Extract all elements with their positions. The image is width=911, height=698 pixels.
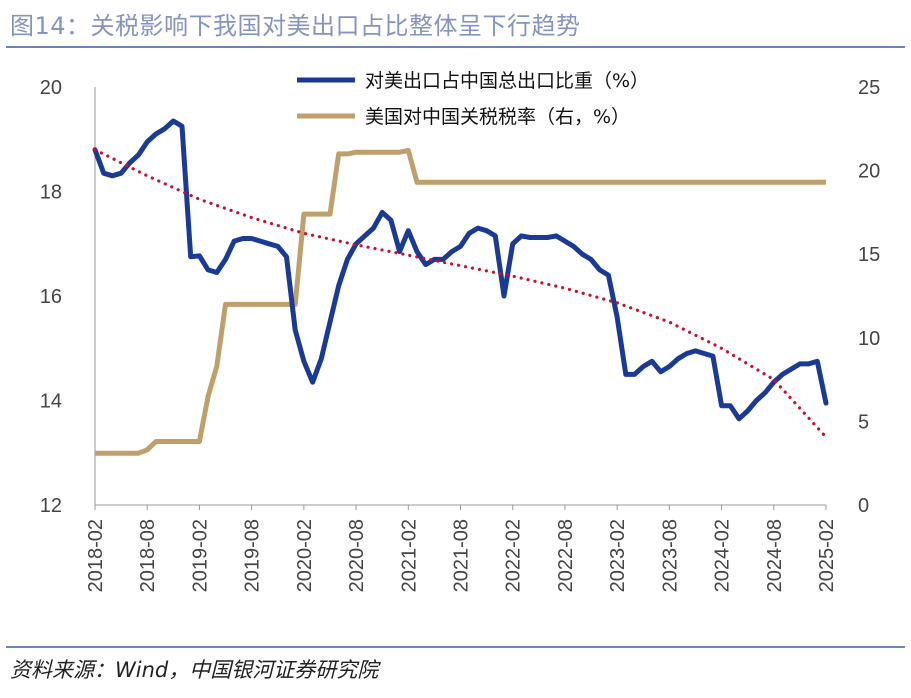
y-left-tick-label: 20	[40, 77, 62, 99]
tariff-series-line	[95, 148, 826, 456]
legend: 对美出口占中国总出口比重（%） 美国对中国关税税率（右，%）	[297, 70, 649, 128]
x-tick-label: 2023-02	[607, 519, 629, 592]
y-right-tick-label: 0	[858, 495, 869, 517]
source-rule	[6, 646, 905, 648]
y-right-tick-label: 10	[858, 328, 880, 350]
series-group	[92, 118, 829, 456]
y-right-tick-label: 15	[858, 244, 880, 266]
x-tick-label: 2018-02	[85, 519, 107, 592]
y-right-tick-label: 25	[858, 77, 880, 99]
trend-dotted-line	[93, 148, 828, 439]
source-note: 资料来源：Wind，中国银河证券研究院	[10, 658, 379, 682]
y-right-tick-label: 5	[858, 411, 869, 433]
x-tick-label: 2019-02	[189, 519, 211, 592]
axes: 12 14 16 18 20 0 5 10 15 20 25 2018-02 2018-08 2019-0…	[40, 77, 881, 592]
figure-title: 图14：关税影响下我国对美出口占比整体呈下行趋势	[10, 12, 581, 40]
x-tick-label: 2023-08	[659, 519, 681, 592]
legend-tariff-label: 美国对中国关税税率（右，%）	[365, 106, 630, 128]
x-tick-label: 2020-08	[346, 519, 368, 592]
x-tick-label: 2020-02	[294, 519, 316, 592]
title-rule	[6, 46, 905, 48]
legend-share-label: 对美出口占中国总出口比重（%）	[365, 70, 649, 92]
x-tick-label: 2024-02	[712, 519, 734, 592]
x-tick-label: 2021-08	[451, 519, 473, 592]
x-tick-label: 2022-08	[555, 519, 577, 592]
x-tick-label: 2024-08	[764, 519, 786, 592]
y-left-tick-label: 18	[40, 182, 62, 204]
x-tick-label: 2021-02	[398, 519, 420, 592]
x-tick-label: 2019-08	[242, 519, 264, 592]
y-left-tick-label: 12	[40, 495, 62, 517]
y-left-tick-label: 16	[40, 286, 62, 308]
x-tick-label: 2018-08	[137, 519, 159, 592]
x-tick-label: 2025-02	[816, 519, 838, 592]
y-left-tick-label: 14	[40, 391, 62, 413]
share-series-line	[92, 118, 829, 422]
x-tick-label: 2022-02	[503, 519, 525, 592]
y-right-tick-label: 20	[858, 161, 880, 183]
